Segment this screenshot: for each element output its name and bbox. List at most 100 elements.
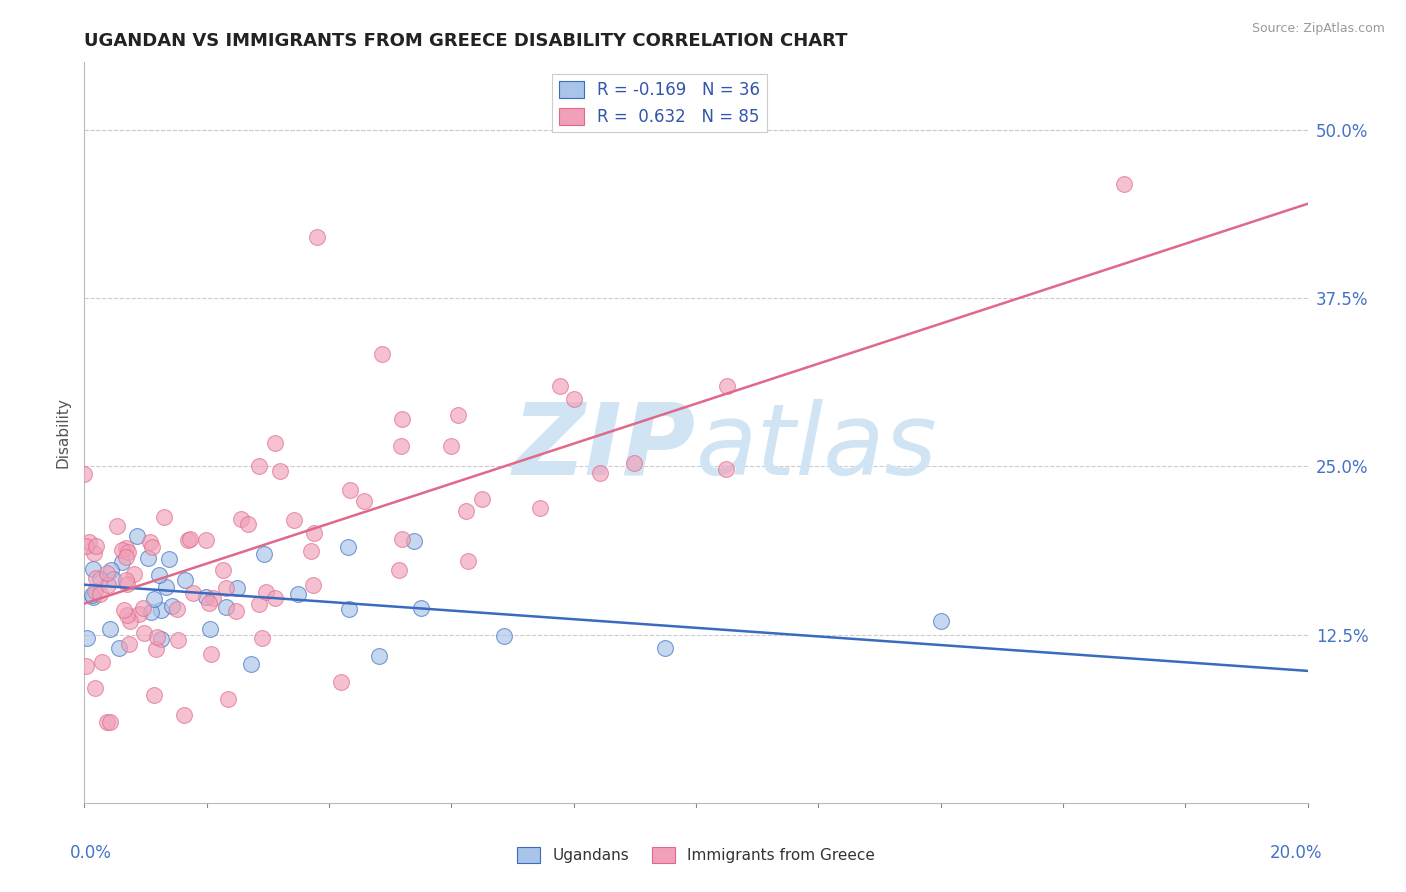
Point [160,599,183,614]
Y-axis label: Disability: Disability [55,397,70,468]
Point [107,641,129,656]
Point [112,603,135,617]
Point [89,587,111,601]
Point [250,631,273,645]
Point [75,540,97,554]
Point [82,562,104,576]
Point [299,544,322,558]
Point [122,566,145,581]
Point [287,587,309,601]
Point [589,466,612,480]
Point [179,532,201,546]
Point [127,529,149,543]
Point [269,464,291,478]
Point [215,600,238,615]
Point [368,649,391,664]
Point [90,655,112,669]
Point [181,586,204,600]
Point [134,625,156,640]
Point [114,541,136,556]
Point [176,533,198,548]
Point [96,566,118,580]
Point [254,585,277,599]
Point [111,556,134,570]
Point [100,563,122,577]
Point [440,439,463,453]
Point [353,493,375,508]
Point [211,563,233,577]
Point [304,525,326,540]
Point [389,439,412,453]
Point [198,622,221,636]
Point [215,581,238,595]
Legend: Ugandans, Immigrants from Greece: Ugandans, Immigrants from Greece [510,841,882,869]
Point [80,588,103,602]
Point [115,608,138,623]
Point [149,632,172,646]
Point [159,552,181,566]
Point [98,714,121,729]
Point [128,607,150,621]
Point [136,551,159,566]
Point [263,435,285,450]
Point [1114,177,1136,191]
Point [217,692,239,706]
Point [155,581,177,595]
Point [247,597,270,611]
Point [105,519,128,533]
Text: 20.0%: 20.0% [1270,844,1322,862]
Point [263,591,285,605]
Point [456,503,478,517]
Point [89,572,111,586]
Point [447,409,470,423]
Text: ZIP: ZIP [513,399,696,496]
Point [146,630,169,644]
Point [174,574,197,588]
Point [623,456,645,470]
Point [226,581,249,595]
Point [114,573,136,587]
Point [200,647,222,661]
Text: 0.0%: 0.0% [70,844,111,862]
Point [132,600,155,615]
Point [142,591,165,606]
Point [139,605,162,619]
Point [404,534,426,549]
Point [86,539,108,553]
Point [111,542,134,557]
Point [409,600,432,615]
Point [247,458,270,473]
Point [929,614,952,628]
Point [231,512,253,526]
Point [84,583,107,598]
Point [305,230,328,244]
Text: Source: ZipAtlas.com: Source: ZipAtlas.com [1251,22,1385,36]
Point [117,576,139,591]
Point [195,591,218,605]
Point [149,603,172,617]
Point [471,491,494,506]
Point [194,533,217,548]
Point [339,483,361,497]
Point [117,545,139,559]
Point [329,674,352,689]
Point [142,688,165,702]
Point [138,534,160,549]
Point [494,629,516,643]
Point [371,347,394,361]
Point [166,602,188,616]
Point [252,547,274,561]
Point [236,517,259,532]
Point [550,379,572,393]
Point [225,604,247,618]
Point [391,532,413,546]
Point [148,568,170,582]
Point [457,554,479,568]
Point [73,467,96,481]
Point [716,378,738,392]
Point [202,591,225,606]
Point [167,633,190,648]
Point [115,549,138,564]
Point [79,534,101,549]
Point [98,622,121,636]
